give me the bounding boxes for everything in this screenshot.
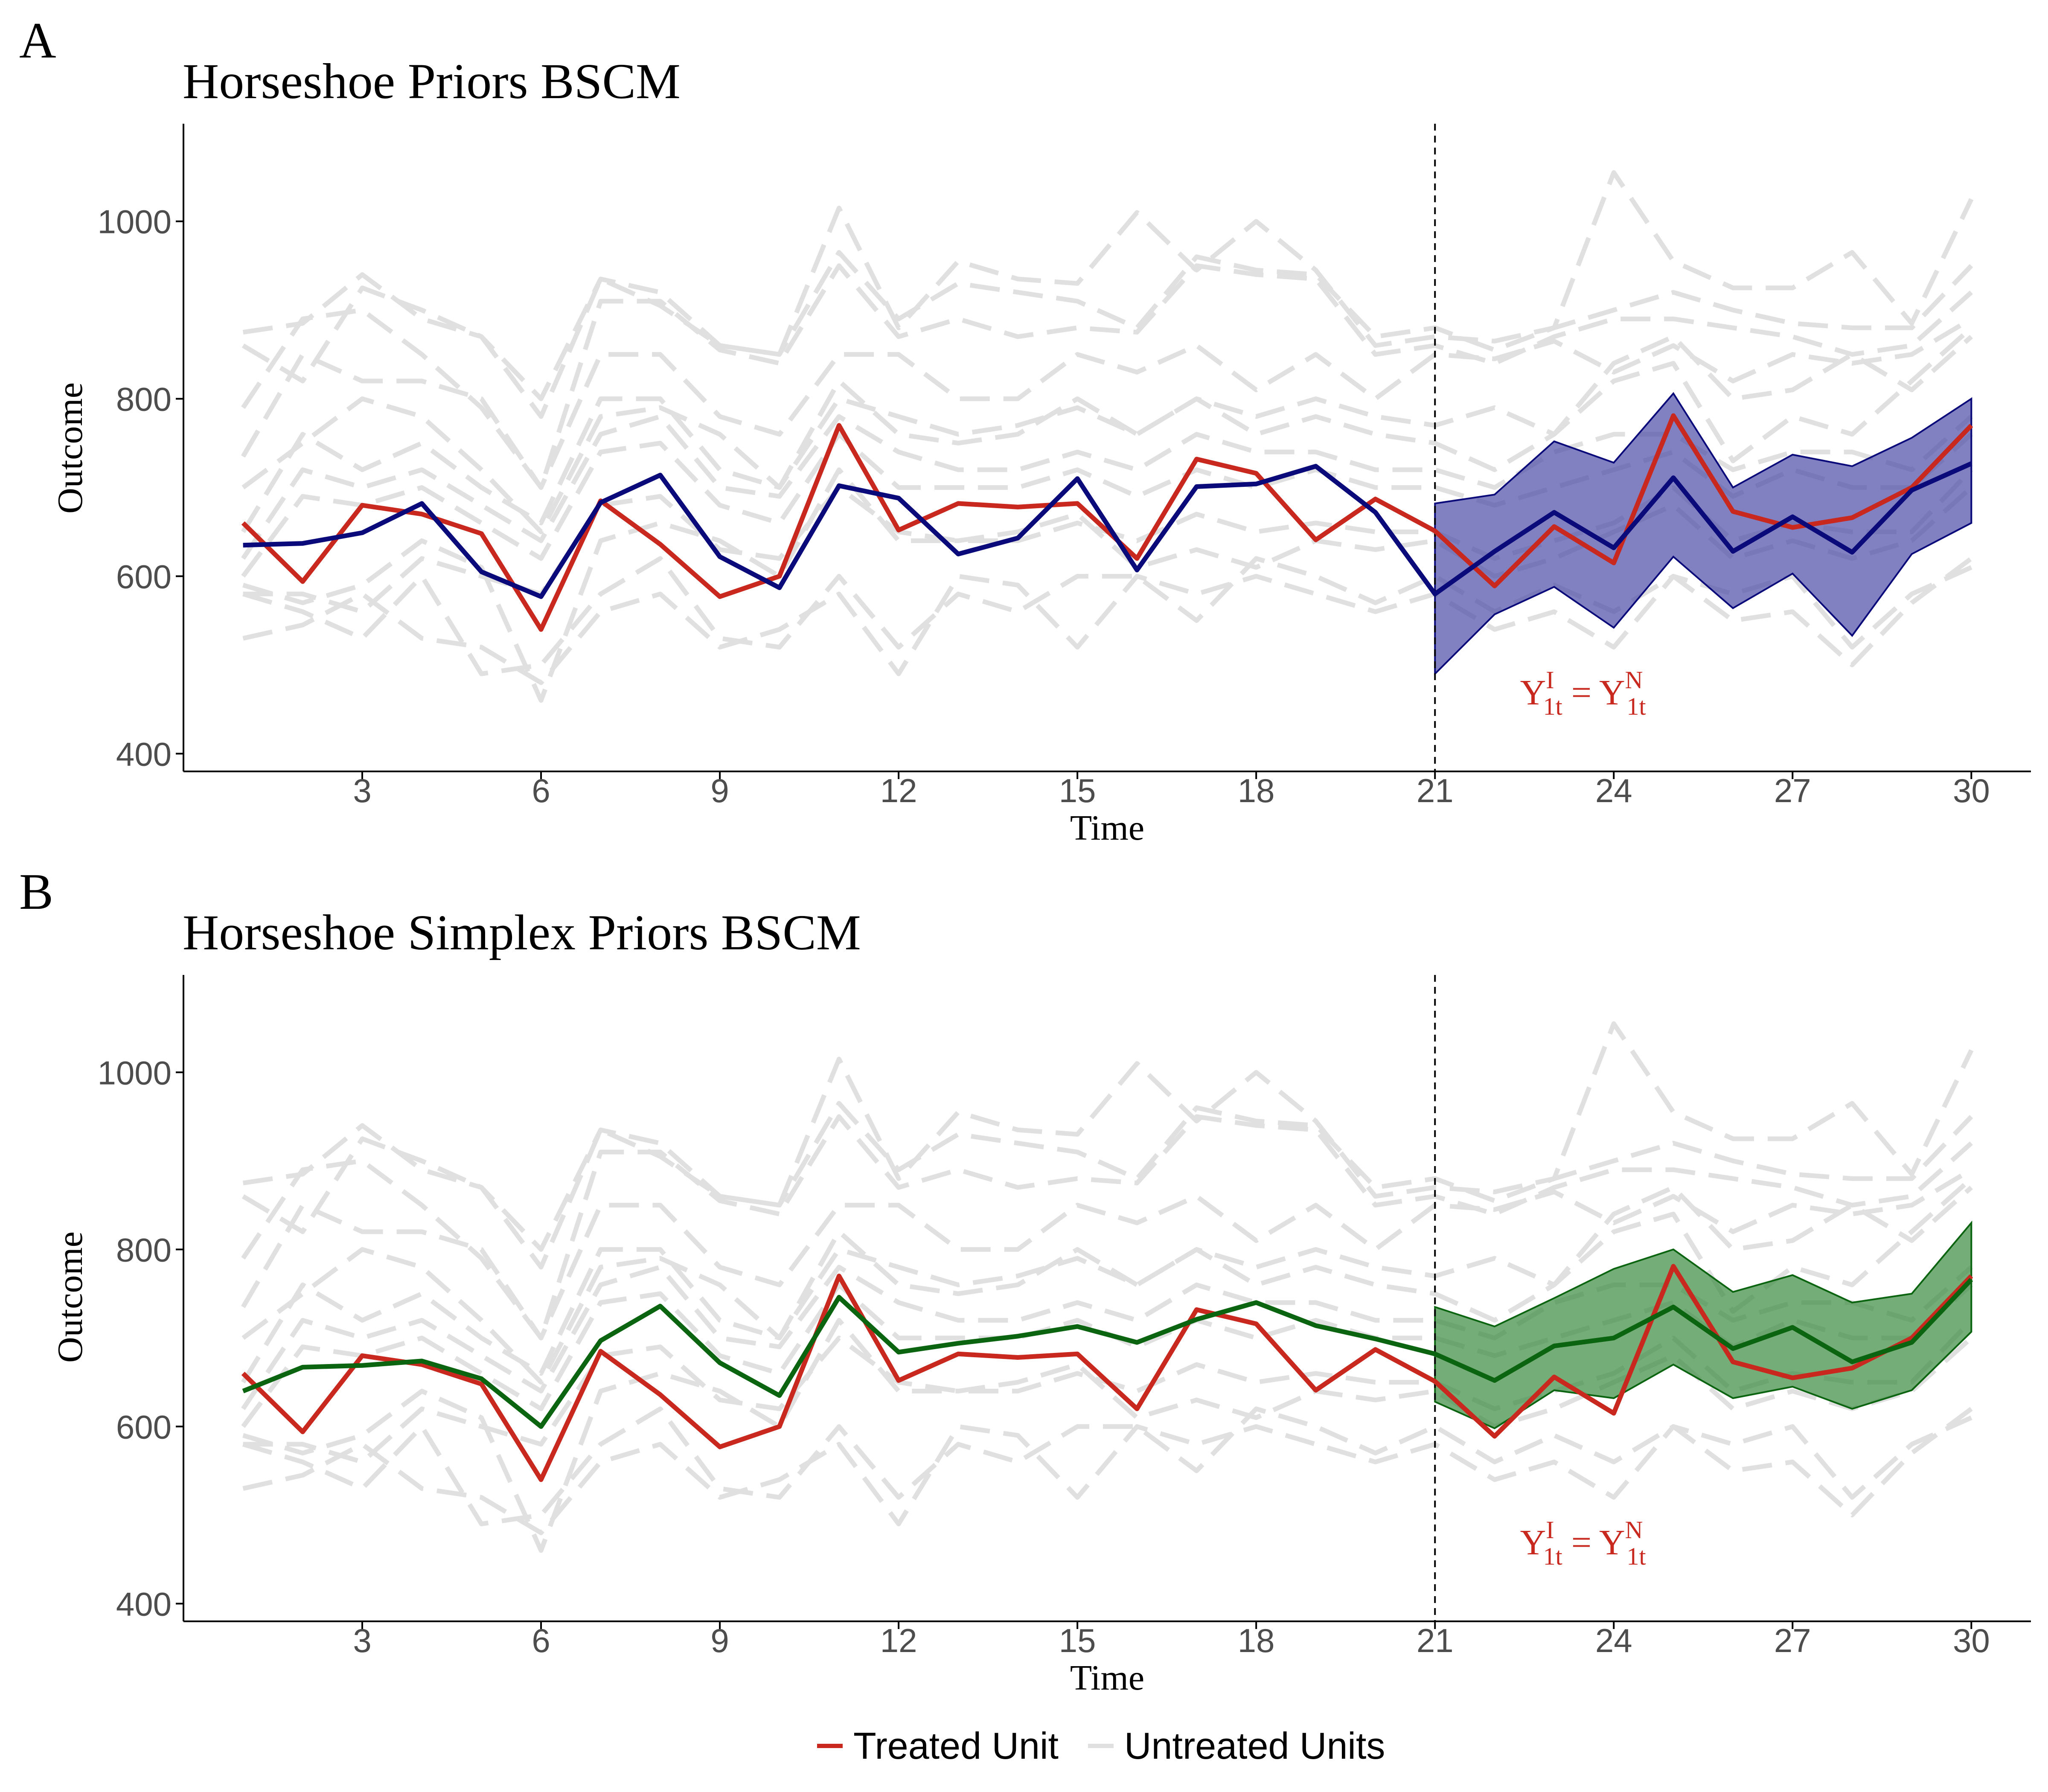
- untreated-line: [242, 170, 1974, 401]
- x-tick-label: 12: [880, 772, 917, 809]
- x-tick-label: 27: [1774, 772, 1811, 809]
- annotation-part: 1t: [1543, 1542, 1562, 1570]
- untreated-line: [241, 432, 1973, 578]
- untreated-line: [242, 1406, 1973, 1527]
- synthetic-line: [242, 1278, 1973, 1429]
- x-tick-label: 24: [1595, 772, 1632, 809]
- chart-title: Horseshoe Simplex Priors BSCM: [183, 905, 861, 960]
- annotation-part: =: [1562, 1523, 1599, 1562]
- y-tick-label: 800: [116, 381, 172, 418]
- annotation-equation: YI 1t = YN 1t: [1520, 1516, 1646, 1570]
- annotation-part: Y: [1599, 673, 1625, 713]
- y-tick-label: 1000: [97, 203, 172, 241]
- untreated-line: [241, 1167, 1973, 1341]
- x-tick-label: 30: [1953, 1622, 1990, 1659]
- x-tick-label: 15: [1059, 772, 1096, 809]
- treated-line: [241, 1264, 1973, 1482]
- untreated-line: [242, 1021, 1974, 1252]
- x-tick-label: 30: [1953, 772, 1990, 809]
- x-tick-label: 18: [1238, 1622, 1275, 1659]
- panel-letter: A: [19, 12, 56, 69]
- annotation-part: Y: [1599, 1523, 1625, 1562]
- annotation-part: I: [1546, 666, 1554, 694]
- x-tick-label: 6: [532, 1622, 550, 1659]
- annotation-part: N: [1625, 1516, 1643, 1544]
- legend-treated-label: Treated Unit: [853, 1725, 1059, 1767]
- y-tick-label: 400: [116, 1585, 172, 1623]
- y-tick-label: 800: [116, 1231, 172, 1268]
- annotation-part: I: [1546, 1516, 1554, 1544]
- x-tick-label: 21: [1417, 772, 1454, 809]
- untreated-line: [242, 1415, 1972, 1535]
- annotation-part: =: [1562, 673, 1599, 713]
- x-tick-label: 9: [710, 1622, 729, 1659]
- y-tick-label: 400: [116, 735, 172, 773]
- x-tick-label: 9: [710, 772, 729, 809]
- treated-line: [241, 413, 1973, 632]
- credible-band: [1434, 392, 1972, 676]
- annotation-equation: YI 1t = YN 1t: [1520, 666, 1646, 720]
- synthetic-line: [243, 461, 1972, 599]
- untreated-line: [242, 556, 1973, 676]
- annotation-part: N: [1625, 666, 1643, 694]
- chart-title: Horseshoe Priors BSCM: [183, 53, 681, 109]
- untreated-line: [241, 250, 1973, 419]
- x-tick-label: 27: [1774, 1622, 1811, 1659]
- panel-b: B Horseshoe Simplex Priors BSCM 400 600 80…: [19, 863, 2031, 1698]
- annotation-part: 1t: [1543, 692, 1562, 720]
- x-tick-label: 3: [353, 1622, 371, 1659]
- y-axis-label: Outcome: [50, 1231, 90, 1363]
- x-tick-label: 6: [532, 772, 550, 809]
- annotation-part: 1t: [1627, 1542, 1646, 1570]
- panel-a: A Horseshoe Priors BSCM 400 600 800 1000 3 6 9…: [19, 12, 2031, 848]
- untreated-line: [241, 1101, 1973, 1270]
- x-tick-label: 21: [1417, 1622, 1454, 1659]
- y-tick-label: 600: [116, 558, 172, 596]
- legend: Treated Unit Untreated Units: [817, 1725, 1385, 1767]
- x-tick-label: 24: [1595, 1622, 1632, 1659]
- panel-letter: B: [19, 863, 53, 920]
- y-axis-label: Outcome: [50, 382, 90, 514]
- untreated-line: [242, 565, 1972, 685]
- legend-untreated-label: Untreated Units: [1124, 1725, 1385, 1767]
- annotation-part: Y: [1520, 673, 1546, 713]
- y-tick-label: 1000: [97, 1054, 172, 1091]
- x-axis-label: Time: [1070, 808, 1144, 848]
- y-tick-label: 600: [116, 1408, 172, 1446]
- untreated-line: [241, 317, 1973, 490]
- untreated-line: [241, 1185, 1973, 1385]
- untreated-line: [241, 334, 1973, 535]
- annotation-part: 1t: [1627, 692, 1646, 720]
- x-tick-label: 18: [1238, 772, 1275, 809]
- x-tick-label: 12: [880, 1622, 917, 1659]
- x-axis-label: Time: [1070, 1658, 1144, 1698]
- x-tick-label: 3: [353, 772, 371, 809]
- annotation-part: Y: [1520, 1523, 1546, 1562]
- x-tick-label: 15: [1059, 1622, 1096, 1659]
